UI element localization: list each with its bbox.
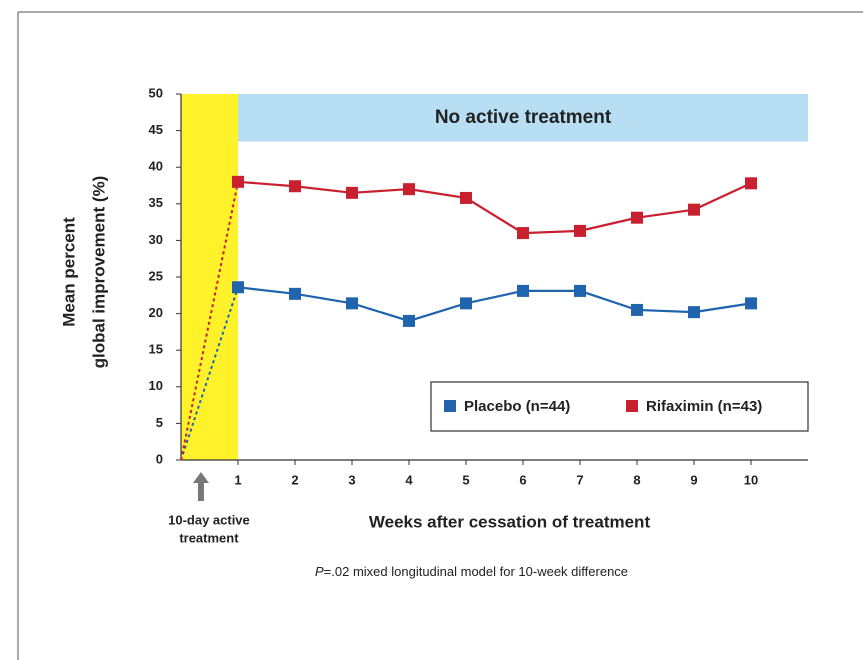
annotation-text: 10-day active: [168, 512, 250, 527]
series-marker: [289, 180, 301, 193]
series-line: [237, 180, 752, 235]
series-marker: [460, 191, 472, 204]
y-tick-label: 0: [156, 451, 163, 466]
annotation-arrow: [192, 472, 209, 501]
x-tick-label: 2: [291, 472, 298, 487]
series-marker: [403, 183, 415, 196]
annotation-text: treatment: [179, 530, 239, 545]
y-axis-label: global improvement (%): [89, 176, 108, 369]
series-marker: [346, 297, 358, 310]
series-marker: [688, 306, 700, 319]
x-tick-label: 5: [462, 472, 469, 487]
series-marker: [574, 284, 586, 297]
series-marker: [403, 314, 415, 327]
x-tick-label: 1: [234, 472, 241, 487]
shaded-region: [181, 94, 238, 460]
series-marker: [745, 177, 757, 190]
series-marker: [574, 224, 586, 237]
legend-label: Rifaximin (n=43): [646, 398, 762, 415]
legend-swatch: [444, 400, 456, 412]
x-tick-label: 8: [633, 472, 640, 487]
footnote-italic: P: [315, 564, 324, 579]
series-marker: [289, 287, 301, 300]
series-marker: [631, 211, 643, 224]
series-line-dashed: [180, 181, 239, 461]
shaded-region: [238, 94, 808, 142]
x-tick-label: 4: [405, 472, 413, 487]
series-line: [237, 286, 752, 323]
y-tick-label: 40: [149, 159, 163, 174]
legend-swatch: [626, 400, 638, 412]
series-marker: [232, 281, 244, 294]
series-marker: [346, 186, 358, 199]
series-marker: [745, 297, 757, 310]
footnote: P=.02 mixed longitudinal model for 10-we…: [315, 564, 628, 579]
x-tick-label: 10: [744, 472, 758, 487]
series-marker: [460, 297, 472, 310]
legend-label: Placebo (n=44): [464, 398, 570, 415]
series-marker: [232, 175, 244, 188]
y-tick-label: 35: [149, 195, 163, 210]
footnote-text: =.02 mixed longitudinal model for 10-wee…: [324, 564, 628, 579]
y-tick-label: 5: [156, 415, 163, 430]
y-tick-label: 25: [149, 268, 163, 283]
series-marker: [631, 303, 643, 316]
y-tick-label: 30: [149, 232, 163, 247]
y-tick-label: 15: [149, 342, 163, 357]
x-tick-label: 9: [690, 472, 697, 487]
series-marker: [517, 284, 529, 297]
x-axis-label: Weeks after cessation of treatment: [369, 512, 651, 531]
y-tick-label: 20: [149, 305, 163, 320]
x-tick-label: 3: [348, 472, 355, 487]
legend-box: [430, 381, 809, 432]
y-tick-label: 50: [149, 85, 163, 100]
y-axis-label: Mean percent: [59, 217, 78, 327]
x-tick-label: 7: [576, 472, 583, 487]
region-label: No active treatment: [435, 107, 612, 128]
series-line-dashed: [180, 286, 239, 461]
series-marker: [688, 203, 700, 216]
series-marker: [517, 227, 529, 240]
y-tick-label: 45: [149, 122, 163, 137]
y-tick-label: 10: [149, 378, 163, 393]
x-tick-label: 6: [519, 472, 526, 487]
